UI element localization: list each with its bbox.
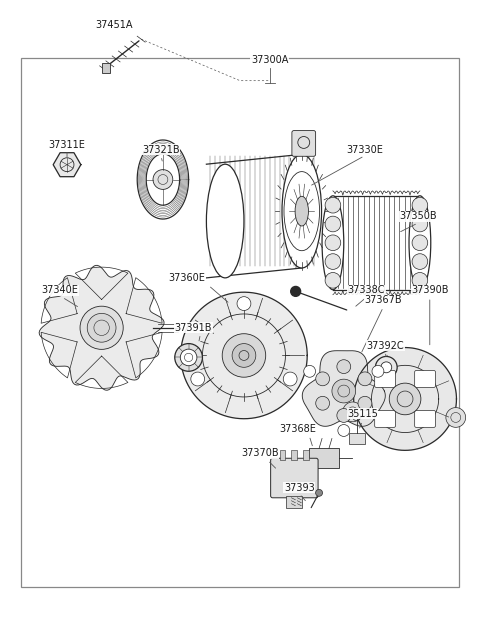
Circle shape (375, 357, 397, 378)
FancyBboxPatch shape (415, 371, 435, 387)
Polygon shape (39, 265, 164, 390)
Ellipse shape (322, 196, 344, 290)
Circle shape (412, 254, 428, 269)
Polygon shape (53, 153, 81, 177)
Circle shape (325, 216, 341, 232)
FancyBboxPatch shape (375, 410, 396, 427)
Ellipse shape (295, 197, 309, 226)
Bar (21, 58, 459, 586)
FancyBboxPatch shape (292, 130, 316, 156)
Circle shape (412, 235, 428, 251)
Text: 37393: 37393 (284, 483, 315, 493)
Circle shape (191, 372, 204, 386)
Circle shape (325, 254, 341, 269)
Circle shape (316, 396, 330, 410)
Circle shape (222, 334, 266, 377)
Text: 37391B: 37391B (175, 323, 212, 332)
Circle shape (325, 197, 341, 213)
Polygon shape (302, 351, 385, 426)
Bar (303, 451, 309, 460)
Bar (102, 63, 109, 73)
Circle shape (325, 273, 341, 288)
Text: 37360E: 37360E (168, 273, 205, 284)
Circle shape (153, 169, 173, 189)
Ellipse shape (282, 154, 322, 268)
Bar (291, 451, 297, 460)
Ellipse shape (206, 164, 244, 278)
Text: 37392C: 37392C (367, 341, 404, 350)
Bar (309, 449, 339, 468)
Text: 35115: 35115 (347, 408, 378, 419)
Text: 37330E: 37330E (346, 145, 383, 155)
Text: 37311E: 37311E (48, 140, 85, 150)
Circle shape (446, 407, 466, 427)
Circle shape (332, 379, 356, 403)
Text: 37367B: 37367B (364, 295, 402, 305)
Circle shape (389, 383, 421, 415)
Text: 37451A: 37451A (96, 20, 133, 30)
Circle shape (338, 425, 350, 436)
Polygon shape (180, 292, 307, 419)
FancyBboxPatch shape (415, 410, 435, 427)
Circle shape (316, 489, 323, 496)
Circle shape (304, 365, 315, 377)
Circle shape (237, 297, 251, 310)
Circle shape (412, 273, 428, 288)
Circle shape (343, 402, 362, 421)
Text: 37321B: 37321B (142, 145, 180, 155)
FancyBboxPatch shape (375, 371, 396, 387)
Circle shape (283, 372, 297, 386)
Text: 37368E: 37368E (279, 423, 316, 434)
Circle shape (381, 362, 392, 373)
Text: 37350B: 37350B (399, 211, 437, 221)
Text: 37340E: 37340E (42, 286, 79, 295)
Circle shape (316, 372, 330, 386)
Circle shape (291, 287, 300, 297)
Circle shape (232, 344, 256, 367)
Bar (349, 433, 364, 444)
FancyBboxPatch shape (271, 459, 318, 497)
Text: 37300A: 37300A (251, 55, 288, 65)
Circle shape (358, 396, 372, 410)
Circle shape (337, 360, 351, 373)
Circle shape (180, 349, 197, 366)
Text: 37338C: 37338C (348, 286, 385, 295)
Polygon shape (354, 347, 456, 451)
Text: 37390B: 37390B (411, 286, 448, 295)
Circle shape (80, 306, 123, 349)
Ellipse shape (284, 172, 320, 251)
Circle shape (325, 235, 341, 251)
Circle shape (412, 216, 428, 232)
Circle shape (175, 344, 203, 371)
Circle shape (358, 372, 372, 386)
Circle shape (412, 197, 428, 213)
Bar (287, 496, 302, 507)
Text: 37370B: 37370B (241, 448, 278, 459)
Ellipse shape (409, 196, 431, 290)
Bar (279, 451, 286, 460)
Circle shape (337, 408, 351, 422)
Circle shape (87, 313, 116, 342)
Circle shape (372, 365, 384, 377)
